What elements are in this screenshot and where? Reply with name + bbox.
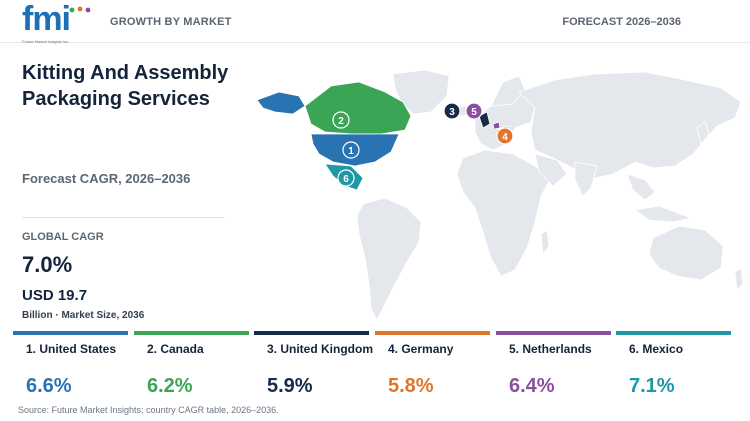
country-name: 2. Canada — [147, 342, 204, 356]
country-card-germany[interactable]: 4. Germany 5.8% — [375, 331, 490, 403]
australia — [648, 225, 724, 281]
country-name: 3. United Kingdom — [267, 342, 373, 356]
india — [574, 161, 598, 197]
svg-text:6: 6 — [343, 174, 349, 185]
svg-text:2: 2 — [338, 116, 344, 127]
svg-text:4: 4 — [502, 132, 508, 143]
card-accent-bar — [496, 331, 611, 335]
logo-wordmark: fmi — [22, 0, 71, 38]
greenland — [392, 69, 450, 115]
country-cagr-cards: 1. United States 6.6% 2. Canada 6.2% 3. … — [0, 331, 750, 403]
global-cagr-label: GLOBAL CAGR — [22, 231, 104, 243]
cagr-value: 6.2% — [147, 375, 193, 397]
cagr-value: 6.4% — [509, 375, 555, 397]
country-card-united-states[interactable]: 1. United States 6.6% — [13, 331, 128, 403]
country-card-mexico[interactable]: 6. Mexico 7.1% — [616, 331, 731, 403]
africa — [456, 149, 552, 277]
card-accent-bar — [616, 331, 731, 335]
country-card-netherlands[interactable]: 5. Netherlands 6.4% — [496, 331, 611, 403]
svg-text:1: 1 — [348, 146, 354, 157]
marker-netherlands: 5 — [465, 102, 483, 120]
cagr-value: 5.8% — [388, 375, 434, 397]
country-name: 6. Mexico — [629, 342, 684, 356]
country-card-united-kingdom[interactable]: 3. United Kingdom 5.9% — [254, 331, 373, 403]
header: fmi Future Market Insights Inc. GROWTH B… — [0, 0, 750, 46]
japan — [696, 121, 710, 145]
south-america — [356, 197, 422, 321]
chart-subtitle: Forecast CAGR, 2026–2036 — [22, 171, 191, 186]
southeast-asia — [626, 173, 656, 201]
land-masses — [356, 69, 744, 321]
cagr-value: 7.1% — [629, 375, 675, 397]
marker-united-kingdom: 3 — [443, 102, 461, 120]
marker-germany: 4 — [496, 127, 514, 145]
madagascar — [540, 229, 550, 256]
map-markers: 2 1 6 3 5 4 — [332, 102, 514, 187]
country-card-canada[interactable]: 2. Canada 6.2% — [134, 331, 249, 403]
new-zealand — [734, 267, 744, 291]
country-name: 4. Germany — [388, 342, 454, 356]
card-accent-bar — [375, 331, 490, 335]
logo-tagline: Future Market Insights Inc. — [22, 39, 70, 44]
indonesia — [633, 205, 693, 223]
highlighted-countries — [256, 81, 512, 191]
marker-united-states: 1 — [342, 141, 360, 159]
card-accent-bar — [134, 331, 249, 335]
cagr-value: 5.9% — [267, 375, 313, 397]
scandinavia — [490, 75, 526, 107]
page-title: Kitting And Assembly Packaging Services — [22, 62, 229, 110]
svg-text:3: 3 — [449, 107, 455, 118]
united-kingdom-shape — [478, 111, 491, 129]
market-size-value: USD 19.7 — [22, 287, 88, 304]
alaska-shape — [256, 91, 306, 115]
card-accent-bar — [254, 331, 369, 335]
marker-mexico: 6 — [337, 169, 355, 187]
country-name: 5. Netherlands — [509, 342, 592, 356]
forecast-period-label: FORECAST 2026–2036 — [562, 16, 681, 28]
logo-people-icon — [69, 6, 91, 13]
country-name: 1. United States — [26, 342, 117, 356]
growth-by-market-label: GROWTH BY MARKET — [110, 16, 232, 28]
cagr-value: 6.6% — [26, 375, 72, 397]
fmi-logo[interactable]: fmi Future Market Insights Inc. — [22, 0, 92, 46]
netherlands-shape — [492, 121, 501, 130]
source-note: Source: Future Market Insights; country … — [18, 405, 279, 415]
svg-text:5: 5 — [471, 107, 477, 118]
arabia — [534, 153, 568, 187]
divider — [22, 217, 225, 218]
marker-canada: 2 — [332, 111, 350, 129]
world-map: 2 1 6 3 5 4 — [256, 69, 744, 321]
canada-shape — [304, 81, 412, 135]
market-size-note: Billion · Market Size, 2036 — [22, 310, 145, 321]
global-cagr-value: 7.0% — [22, 252, 73, 277]
card-accent-bar — [13, 331, 128, 335]
asia — [518, 71, 742, 179]
